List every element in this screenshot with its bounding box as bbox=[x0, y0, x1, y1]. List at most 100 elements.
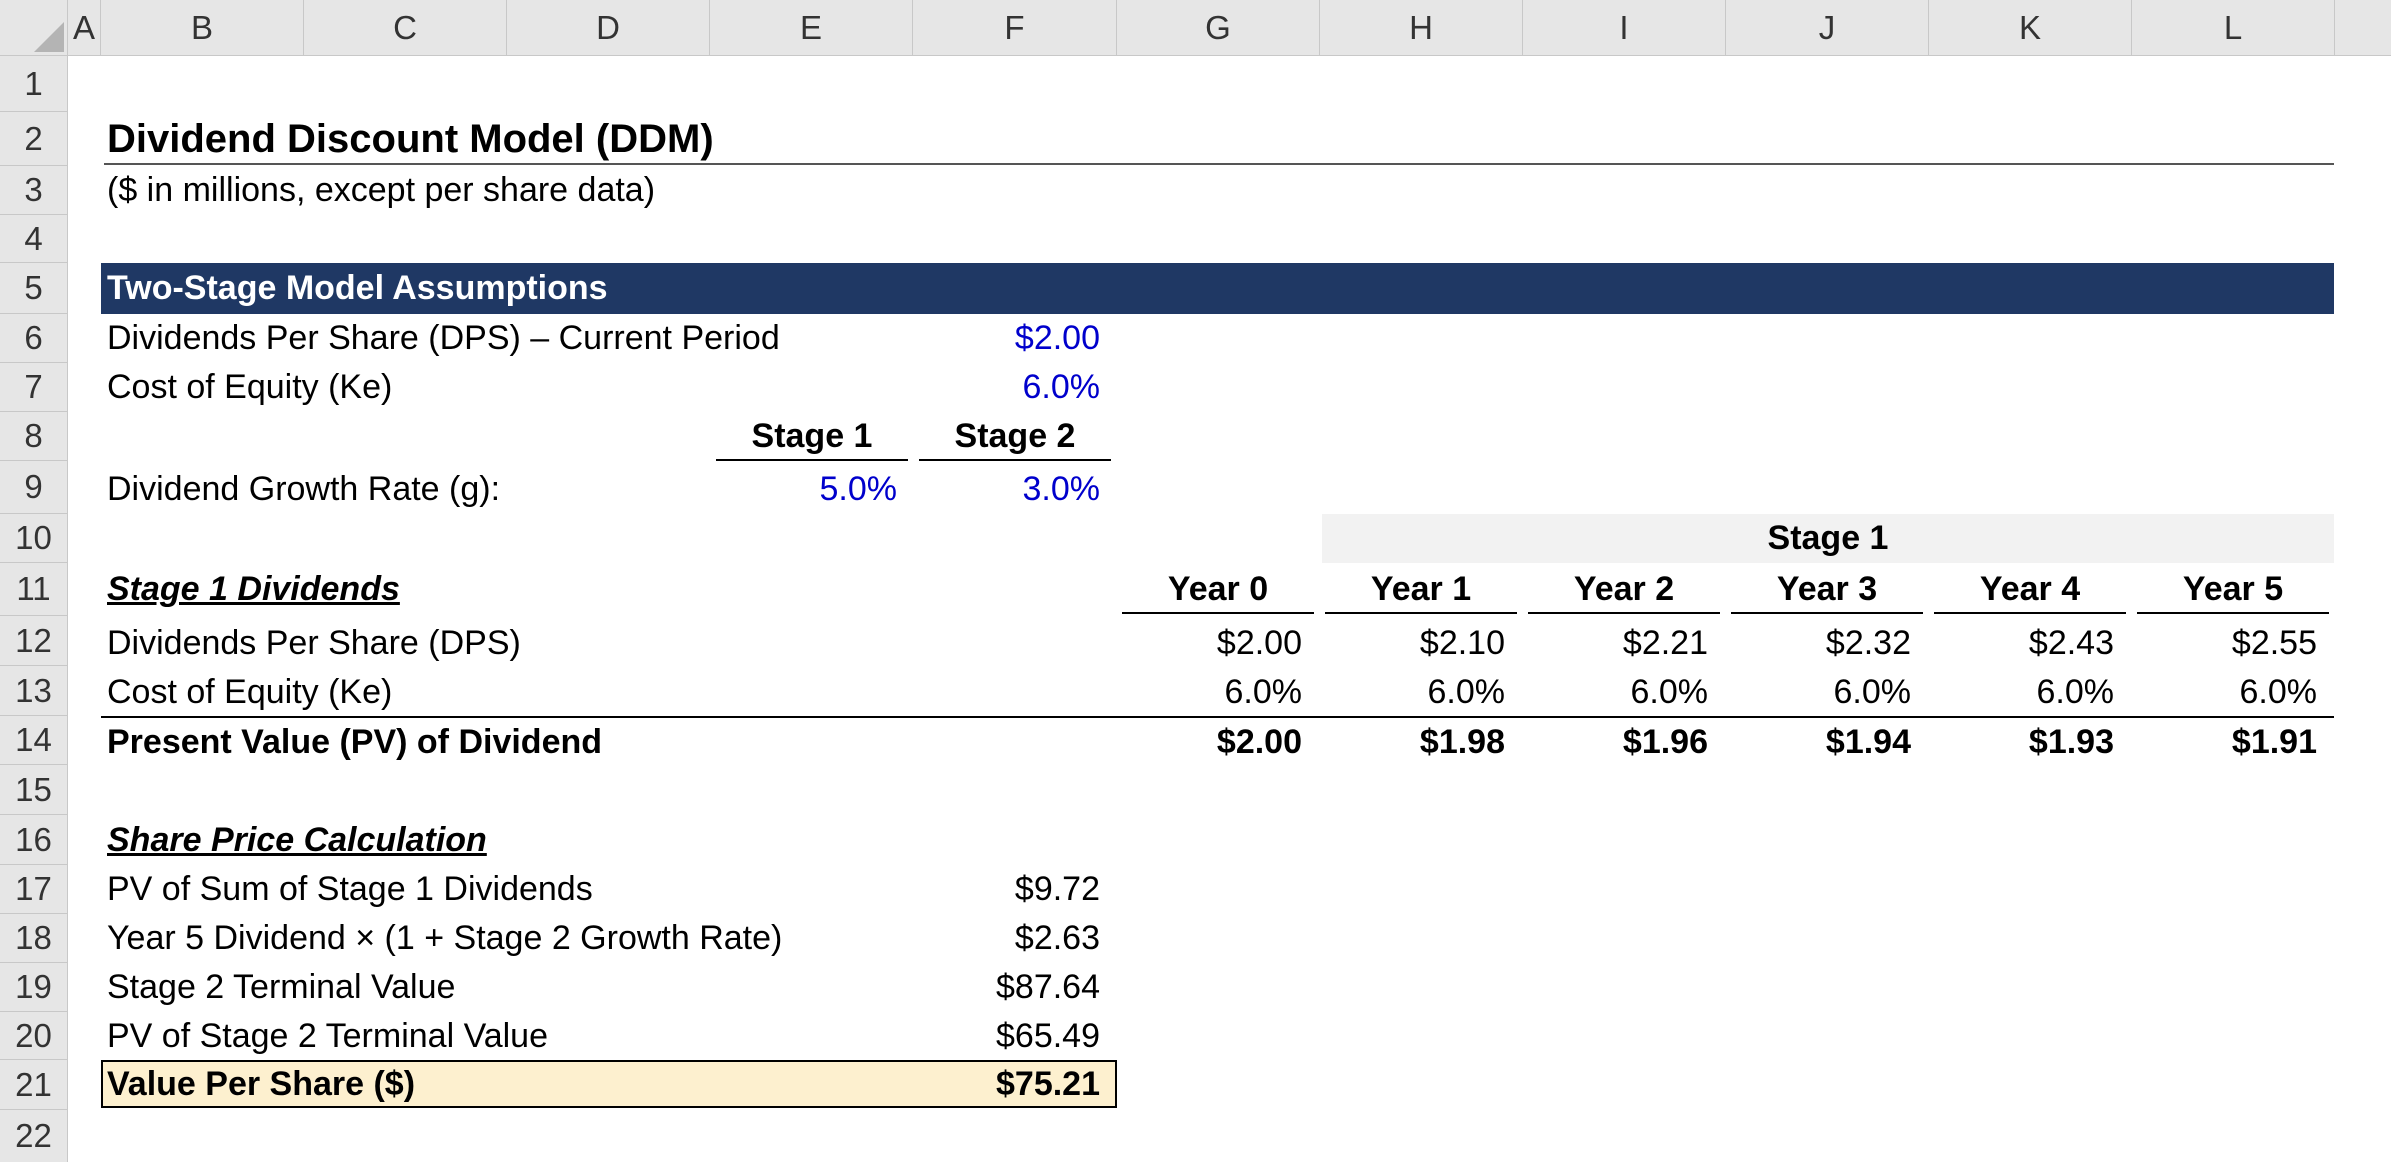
year5-dividend-growth-label[interactable]: Year 5 Dividend × (1 + Stage 2 Growth Ra… bbox=[107, 919, 783, 957]
model-title[interactable]: Dividend Discount Model (DDM) bbox=[107, 117, 714, 161]
column-header-b[interactable]: B bbox=[101, 0, 304, 56]
stage1-header[interactable]: Stage 1 bbox=[751, 417, 873, 455]
row-header-14[interactable]: 14 bbox=[0, 716, 68, 765]
year-3-underline bbox=[1731, 612, 1923, 614]
row-header-18[interactable]: 18 bbox=[0, 914, 68, 963]
dps-current-value[interactable]: $2.00 bbox=[1014, 319, 1100, 357]
row-header-6[interactable]: 6 bbox=[0, 314, 68, 363]
column-header-a[interactable]: A bbox=[68, 0, 101, 56]
pv-sum-stage1-label[interactable]: PV of Sum of Stage 1 Dividends bbox=[107, 870, 593, 908]
ke-year-0[interactable]: 6.0% bbox=[1224, 673, 1303, 711]
row-header-10[interactable]: 10 bbox=[0, 514, 68, 563]
row-header-11[interactable]: 11 bbox=[0, 563, 68, 616]
row-header-15[interactable]: 15 bbox=[0, 765, 68, 815]
stage1-band[interactable]: Stage 1 bbox=[1322, 514, 2334, 563]
column-header-j[interactable]: J bbox=[1726, 0, 1929, 56]
growth-rate-label[interactable]: Dividend Growth Rate (g): bbox=[107, 470, 501, 508]
pv-year-2[interactable]: $1.96 bbox=[1622, 723, 1708, 761]
dps-year-3[interactable]: $2.32 bbox=[1825, 624, 1911, 662]
model-subtitle[interactable]: ($ in millions, except per share data) bbox=[107, 171, 656, 209]
ke-year-3[interactable]: 6.0% bbox=[1833, 673, 1912, 711]
ke-year-2[interactable]: 6.0% bbox=[1630, 673, 1709, 711]
growth-rate-stage2[interactable]: 3.0% bbox=[1022, 470, 1101, 508]
year-0-header[interactable]: Year 0 bbox=[1167, 570, 1269, 608]
ke-year-4[interactable]: 6.0% bbox=[2036, 673, 2115, 711]
assumptions-banner[interactable]: Two-Stage Model Assumptions bbox=[101, 263, 2334, 314]
row-header-5[interactable]: 5 bbox=[0, 263, 68, 314]
year-1-underline bbox=[1325, 612, 1517, 614]
stage2-header[interactable]: Stage 2 bbox=[954, 417, 1076, 455]
ke-year-5[interactable]: 6.0% bbox=[2239, 673, 2318, 711]
dps-year-1[interactable]: $2.10 bbox=[1419, 624, 1505, 662]
year-3-header[interactable]: Year 3 bbox=[1776, 570, 1878, 608]
pv-stage2-terminal-value[interactable]: $65.49 bbox=[996, 1017, 1100, 1055]
growth-rate-stage1[interactable]: 5.0% bbox=[819, 470, 898, 508]
row-header-2[interactable]: 2 bbox=[0, 112, 68, 166]
pv-year-1[interactable]: $1.98 bbox=[1419, 723, 1505, 761]
row-header-22[interactable]: 22 bbox=[0, 1110, 68, 1162]
year-1-header[interactable]: Year 1 bbox=[1370, 570, 1472, 608]
column-header-c[interactable]: C bbox=[304, 0, 507, 56]
column-header-h[interactable]: H bbox=[1320, 0, 1523, 56]
title-underline bbox=[104, 163, 2334, 165]
year-5-header[interactable]: Year 5 bbox=[2182, 570, 2284, 608]
share-price-title[interactable]: Share Price Calculation bbox=[107, 821, 487, 859]
row-header-13[interactable]: 13 bbox=[0, 666, 68, 716]
stage1-band-label: Stage 1 bbox=[1767, 519, 1889, 557]
value-per-share-box[interactable] bbox=[101, 1060, 1117, 1108]
select-all-corner[interactable] bbox=[0, 0, 68, 56]
dps-current-label[interactable]: Dividends Per Share (DPS) – Current Peri… bbox=[107, 319, 780, 357]
stage1-header-underline bbox=[716, 459, 908, 461]
row-header-21[interactable]: 21 bbox=[0, 1060, 68, 1110]
column-header-f[interactable]: F bbox=[913, 0, 1117, 56]
row-header-8[interactable]: 8 bbox=[0, 412, 68, 461]
year-0-underline bbox=[1122, 612, 1314, 614]
assumptions-header: Two-Stage Model Assumptions bbox=[107, 269, 608, 307]
row-header-16[interactable]: 16 bbox=[0, 815, 68, 865]
pv-stage2-terminal-label[interactable]: PV of Stage 2 Terminal Value bbox=[107, 1017, 549, 1055]
column-header-l[interactable]: L bbox=[2132, 0, 2335, 56]
pv-year-0[interactable]: $2.00 bbox=[1216, 723, 1302, 761]
row-header-12[interactable]: 12 bbox=[0, 616, 68, 666]
stage2-terminal-value[interactable]: $87.64 bbox=[996, 968, 1100, 1006]
year-2-header[interactable]: Year 2 bbox=[1573, 570, 1675, 608]
pv-label[interactable]: Present Value (PV) of Dividend bbox=[107, 723, 603, 761]
pv-sum-stage1-value[interactable]: $9.72 bbox=[1014, 870, 1100, 908]
cost-of-equity-value[interactable]: 6.0% bbox=[1022, 368, 1101, 406]
row-header-19[interactable]: 19 bbox=[0, 963, 68, 1012]
stage2-header-underline bbox=[919, 459, 1111, 461]
column-header-e[interactable]: E bbox=[710, 0, 913, 56]
dps-year-5[interactable]: $2.55 bbox=[2231, 624, 2317, 662]
value-per-share-value[interactable]: $75.21 bbox=[996, 1065, 1100, 1103]
pv-year-5[interactable]: $1.91 bbox=[2231, 723, 2317, 761]
ke-year-1[interactable]: 6.0% bbox=[1427, 673, 1506, 711]
row-header-1[interactable]: 1 bbox=[0, 56, 68, 112]
dps-year-0[interactable]: $2.00 bbox=[1216, 624, 1302, 662]
select-all-icon bbox=[34, 22, 64, 52]
row-header-20[interactable]: 20 bbox=[0, 1012, 68, 1060]
pv-year-4[interactable]: $1.93 bbox=[2028, 723, 2114, 761]
column-header-blank bbox=[2335, 0, 2391, 56]
column-header-i[interactable]: I bbox=[1523, 0, 1726, 56]
value-per-share-label[interactable]: Value Per Share ($) bbox=[107, 1065, 416, 1103]
pv-year-3[interactable]: $1.94 bbox=[1825, 723, 1911, 761]
year-4-header[interactable]: Year 4 bbox=[1979, 570, 2081, 608]
row-header-9[interactable]: 9 bbox=[0, 461, 68, 514]
column-header-k[interactable]: K bbox=[1929, 0, 2132, 56]
row-header-4[interactable]: 4 bbox=[0, 215, 68, 263]
row-header-7[interactable]: 7 bbox=[0, 363, 68, 412]
column-header-d[interactable]: D bbox=[507, 0, 710, 56]
pv-top-border bbox=[101, 716, 2334, 718]
cost-of-equity-label[interactable]: Cost of Equity (Ke) bbox=[107, 368, 393, 406]
row-header-17[interactable]: 17 bbox=[0, 865, 68, 914]
row-header-3[interactable]: 3 bbox=[0, 166, 68, 215]
dps-year-4[interactable]: $2.43 bbox=[2028, 624, 2114, 662]
column-header-g[interactable]: G bbox=[1117, 0, 1320, 56]
dps-year-2[interactable]: $2.21 bbox=[1622, 624, 1708, 662]
stage1-dividends-title[interactable]: Stage 1 Dividends bbox=[107, 570, 400, 608]
ke-label[interactable]: Cost of Equity (Ke) bbox=[107, 673, 393, 711]
dps-label[interactable]: Dividends Per Share (DPS) bbox=[107, 624, 521, 662]
year5-dividend-growth-value[interactable]: $2.63 bbox=[1014, 919, 1100, 957]
stage2-terminal-value-label[interactable]: Stage 2 Terminal Value bbox=[107, 968, 456, 1006]
